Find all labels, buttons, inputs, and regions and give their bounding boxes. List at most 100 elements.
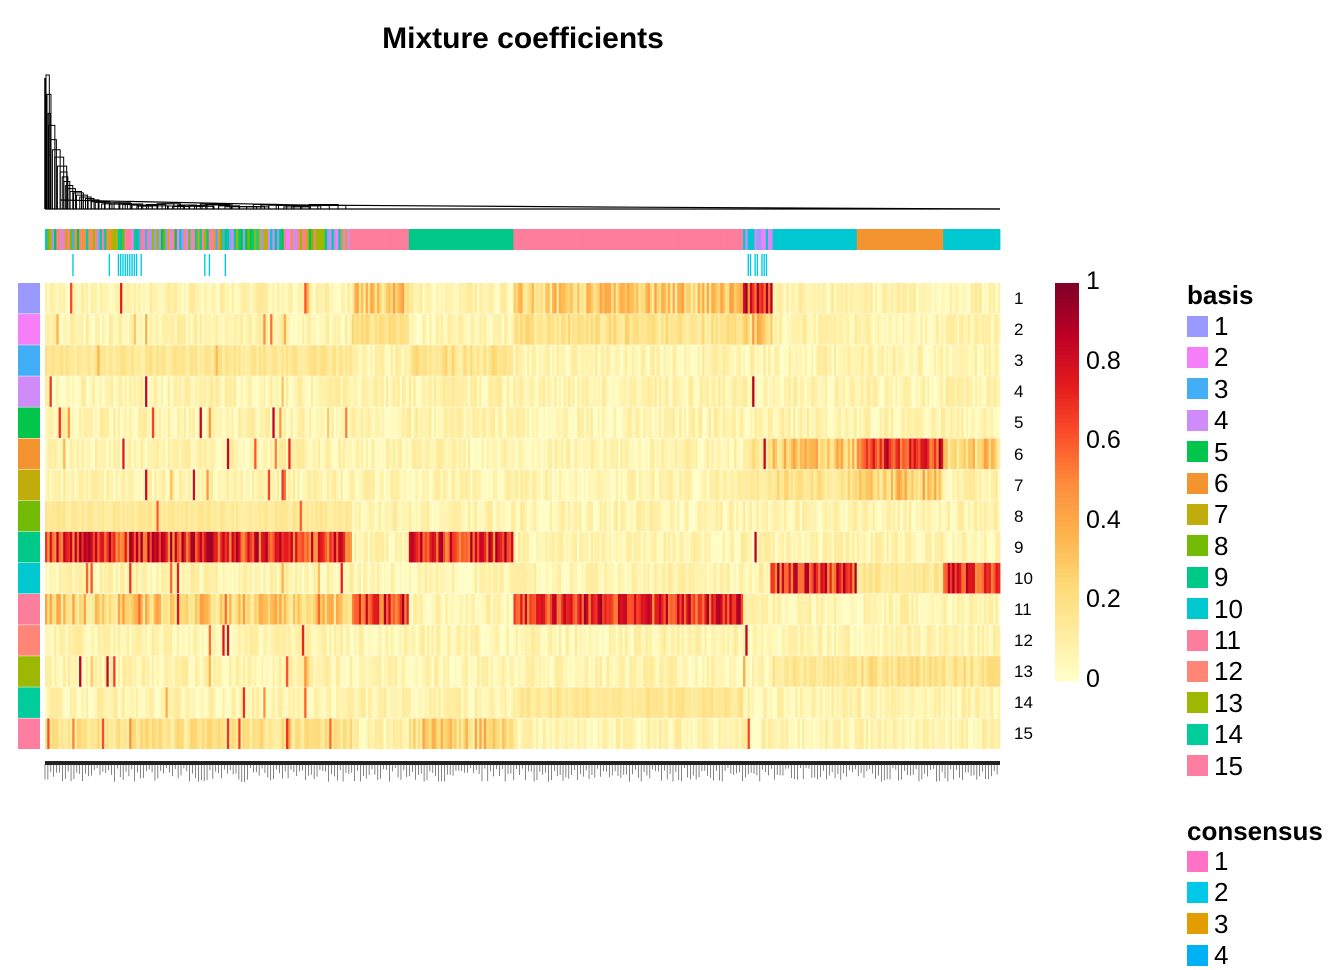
basis-annotation-cell [879,229,882,250]
heatmap-cell [527,594,530,625]
heatmap-cell [588,625,591,656]
heatmap-cell [720,314,723,345]
heatmap-cell [577,376,580,407]
heatmap-cell [284,376,287,407]
heatmap-cell [229,376,232,407]
heatmap-cell [166,314,169,345]
heatmap-cell [466,532,469,563]
heatmap-cell [52,470,55,501]
heatmap-cell [598,656,601,687]
heatmap-cell [720,687,723,718]
heatmap-cell [645,283,648,314]
basis-annotation-cell [843,229,846,250]
heatmap-cell [54,314,57,345]
heatmap-cell [259,625,262,656]
heatmap-cell [345,283,348,314]
basis-annotation-cell [438,229,441,250]
heatmap-cell [552,376,555,407]
heatmap-cell [120,563,123,594]
basis-annotation-cell [245,229,248,250]
heatmap-cell [548,532,551,563]
basis-annotation-cell [104,229,107,250]
heatmap-cell [238,376,241,407]
heatmap-cell [679,470,682,501]
heatmap-cell [45,594,48,625]
heatmap-cell [613,532,616,563]
heatmap-cell [704,594,707,625]
heatmap-cell [334,532,337,563]
heatmap-cell [450,532,453,563]
heatmap-cell [363,407,366,438]
heatmap-cell [291,687,294,718]
heatmap-cell [336,407,339,438]
heatmap-cell [650,563,653,594]
heatmap-cell [538,718,541,749]
basis-annotation-cell [309,229,312,250]
heatmap-cell [111,470,114,501]
heatmap-cell [159,345,162,376]
heatmap-cell [691,470,694,501]
basis-annotation-cell [754,229,757,250]
heatmap-cell [554,407,557,438]
heatmap-cell [138,439,141,470]
heatmap-cell [125,407,128,438]
heatmap-cell [143,594,146,625]
basis-annotation-cell [575,229,578,250]
heatmap-cell [377,376,380,407]
heatmap-cell [691,656,694,687]
heatmap-cell [527,625,530,656]
heatmap-cell [707,283,710,314]
heatmap-cell [554,314,557,345]
heatmap-cell [222,656,225,687]
heatmap-cell [686,594,689,625]
heatmap-cell [188,687,191,718]
heatmap-cell [211,501,214,532]
heatmap-cell [513,563,516,594]
heatmap-cell [500,563,503,594]
heatmap-cell [197,687,200,718]
heatmap-cell [679,594,682,625]
heatmap-cell [482,345,485,376]
basis-annotation-cell [943,229,946,250]
heatmap-cell [477,718,480,749]
heatmap-cell [575,314,578,345]
heatmap-cell [252,532,255,563]
heatmap-cell [509,376,512,407]
heatmap-cell [322,283,325,314]
heatmap-cell [409,501,412,532]
heatmap-cell [504,407,507,438]
heatmap-cell [50,314,53,345]
heatmap-cell [270,594,273,625]
heatmap-cell [54,532,57,563]
heatmap-cell [263,656,266,687]
heatmap-cell [475,718,478,749]
heatmap-cell [218,470,221,501]
heatmap-cell [152,439,155,470]
heatmap-cell [534,532,537,563]
basis-annotation-cell [466,229,469,250]
basis-annotation-cell [118,229,121,250]
heatmap-cell [484,439,487,470]
heatmap-cell [177,407,180,438]
heatmap-cell [554,345,557,376]
heatmap-cell [302,439,305,470]
basis-annotation-cell [188,229,191,250]
heatmap-cell [279,376,282,407]
heatmap-cell [213,563,216,594]
heatmap-cell [538,532,541,563]
heatmap-cell [65,345,68,376]
heatmap-cell [720,656,723,687]
heatmap-cell [109,718,112,749]
heatmap-cell [266,563,269,594]
heatmap-cell [325,625,328,656]
heatmap-cell [475,376,478,407]
heatmap-cell [238,563,241,594]
heatmap-cell [127,345,130,376]
heatmap-cell [186,376,189,407]
heatmap-cell [90,656,93,687]
heatmap-cell [111,283,114,314]
heatmap-cell [366,470,369,501]
heatmap-cell [447,687,450,718]
heatmap-cell [534,470,537,501]
heatmap-cell [502,718,505,749]
